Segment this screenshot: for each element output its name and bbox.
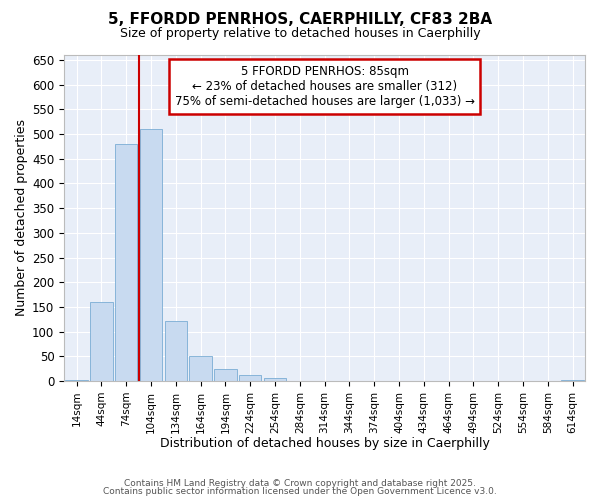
Bar [164, 320, 187, 381]
Bar [264, 378, 286, 381]
Text: 5 FFORDD PENRHOS: 85sqm
← 23% of detached houses are smaller (312)
75% of semi-d: 5 FFORDD PENRHOS: 85sqm ← 23% of detache… [175, 65, 475, 108]
Bar [140, 129, 162, 381]
Text: Contains HM Land Registry data © Crown copyright and database right 2025.: Contains HM Land Registry data © Crown c… [124, 478, 476, 488]
Bar [562, 380, 584, 381]
Text: 5, FFORDD PENRHOS, CAERPHILLY, CF83 2BA: 5, FFORDD PENRHOS, CAERPHILLY, CF83 2BA [108, 12, 492, 28]
Bar [115, 144, 137, 381]
Text: Size of property relative to detached houses in Caerphilly: Size of property relative to detached ho… [119, 28, 481, 40]
Bar [190, 356, 212, 381]
X-axis label: Distribution of detached houses by size in Caerphilly: Distribution of detached houses by size … [160, 437, 490, 450]
Bar [239, 375, 262, 381]
Y-axis label: Number of detached properties: Number of detached properties [15, 120, 28, 316]
Bar [214, 369, 236, 381]
Bar [90, 302, 113, 381]
Text: Contains public sector information licensed under the Open Government Licence v3: Contains public sector information licen… [103, 488, 497, 496]
Bar [65, 380, 88, 381]
